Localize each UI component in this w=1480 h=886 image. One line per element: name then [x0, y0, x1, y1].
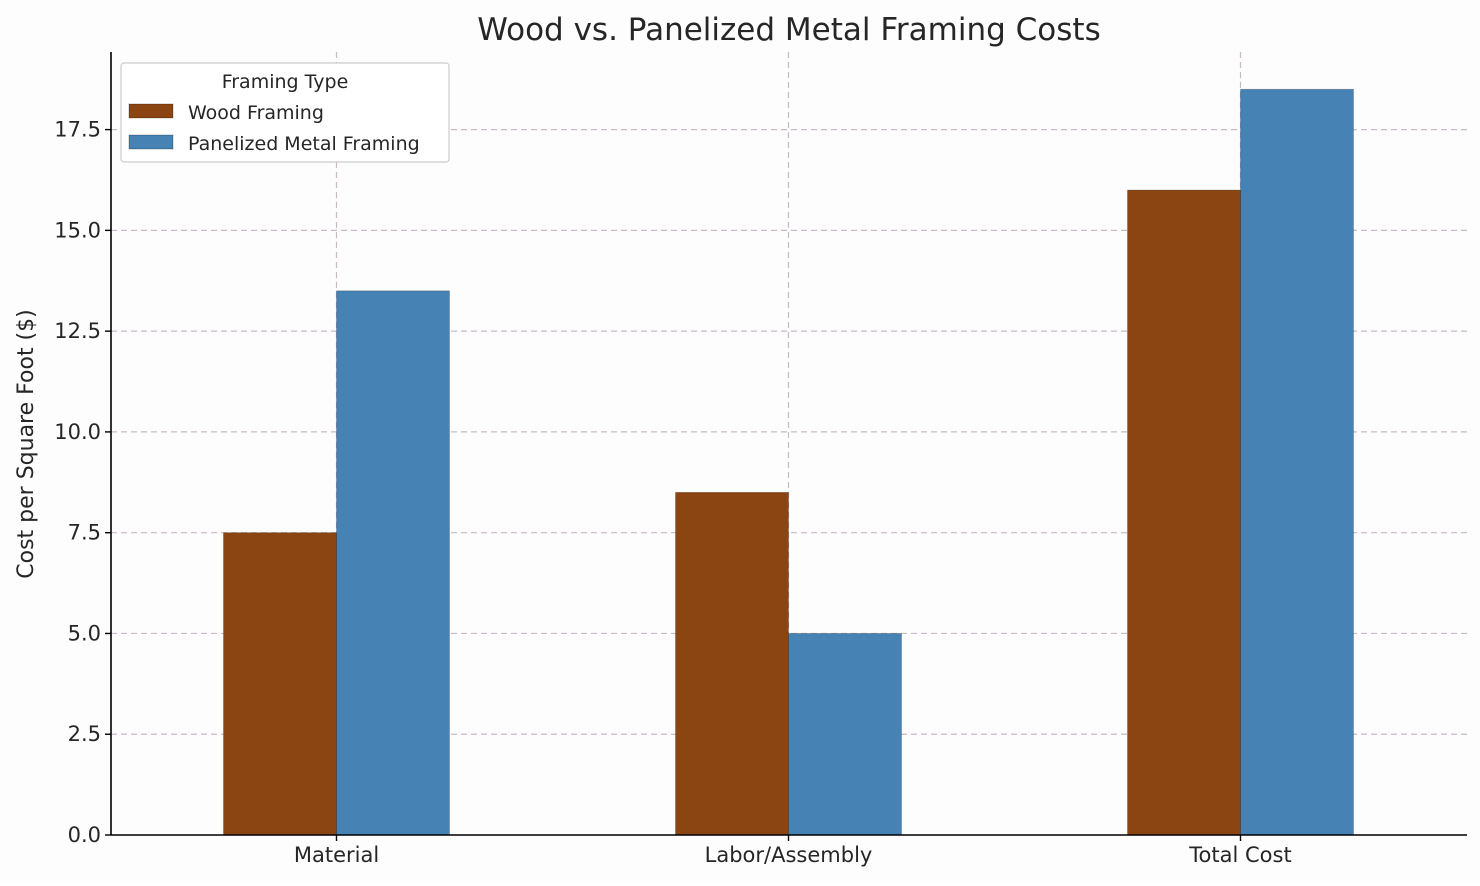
legend-swatch-metal: [128, 134, 174, 150]
bar: [223, 532, 337, 836]
y-tick-label: 10.0: [54, 420, 101, 444]
y-tick-label: 12.5: [54, 319, 101, 343]
y-axis-label: Cost per Square Foot ($): [14, 309, 39, 578]
y-tick-label: 17.5: [54, 118, 101, 142]
legend-label-wood: Wood Framing: [188, 102, 324, 124]
legend-title: Framing Type: [222, 71, 349, 93]
bar: [1240, 88, 1354, 836]
legend: Framing Type Wood Framing Panelized Meta…: [120, 62, 450, 163]
bar: [788, 633, 902, 836]
bar: [336, 290, 450, 836]
x-ticks: Material Labor/Assembly Total Cost: [294, 835, 1292, 867]
legend-swatch-wood: [128, 103, 174, 119]
x-tick-label: Total Cost: [1188, 843, 1291, 867]
legend-box: [120, 62, 450, 163]
bar: [1127, 189, 1241, 836]
bar: [675, 491, 789, 836]
y-tick-label: 2.5: [68, 722, 101, 746]
x-tick-label: Labor/Assembly: [705, 843, 873, 867]
bars: [223, 88, 1354, 836]
x-tick-label: Material: [294, 843, 379, 867]
y-tick-label: 15.0: [54, 218, 101, 242]
chart-title: Wood vs. Panelized Metal Framing Costs: [477, 12, 1100, 48]
y-ticks: 0.0 2.5 5.0 7.5 10.0 12.5 15.0 17.5: [54, 118, 111, 847]
y-tick-label: 5.0: [68, 621, 101, 645]
y-tick-label: 0.0: [68, 823, 101, 847]
y-tick-label: 7.5: [68, 521, 101, 545]
legend-label-metal: Panelized Metal Framing: [188, 133, 420, 155]
